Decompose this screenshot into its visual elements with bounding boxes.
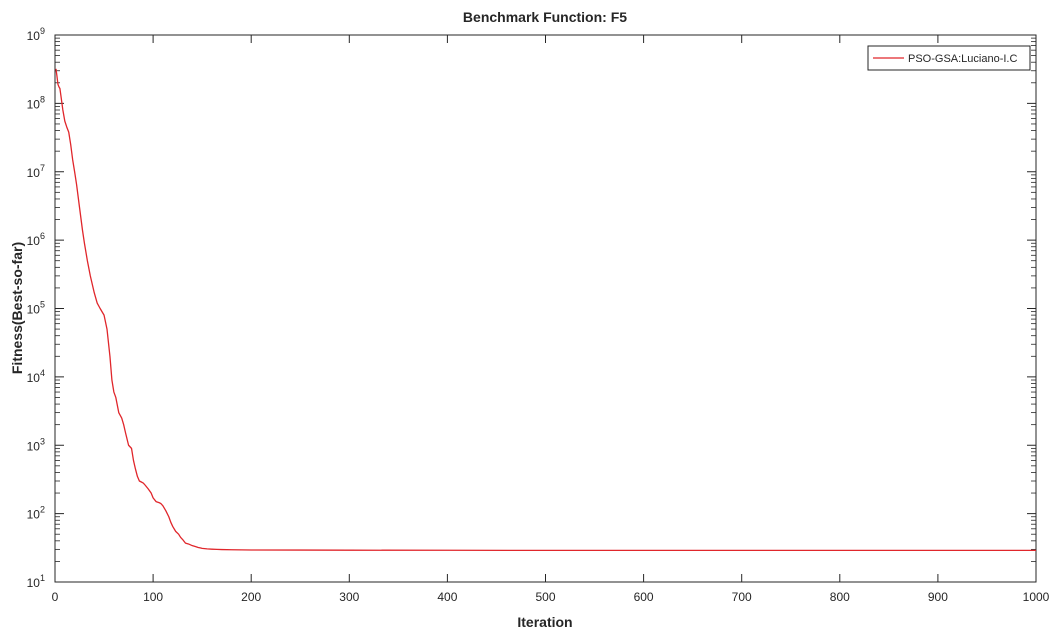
y-axis-label: Fitness(Best-so-far)	[9, 242, 25, 374]
y-tick-exponent: 1	[40, 573, 45, 583]
series-line-0	[55, 68, 1036, 552]
y-tick-label: 103	[27, 436, 45, 453]
x-tick-label: 0	[52, 590, 59, 604]
y-tick-base: 10	[27, 234, 41, 248]
x-tick-label: 600	[634, 590, 654, 604]
y-tick-base: 10	[27, 97, 41, 111]
y-tick-base: 10	[27, 576, 41, 590]
y-tick-base: 10	[27, 303, 41, 317]
chart-title: Benchmark Function: F5	[463, 9, 627, 25]
x-tick-label: 500	[535, 590, 555, 604]
x-axis-label: Iteration	[517, 614, 572, 630]
y-tick-exponent: 7	[40, 163, 45, 173]
y-tick-label: 108	[27, 94, 45, 111]
x-tick-label: 700	[732, 590, 752, 604]
y-tick-label: 109	[27, 26, 45, 43]
y-tick-base: 10	[27, 508, 41, 522]
y-tick-label: 104	[27, 368, 45, 385]
y-tick-exponent: 2	[40, 505, 45, 515]
y-tick-base: 10	[27, 29, 41, 43]
y-tick-exponent: 9	[40, 26, 45, 36]
y-tick-exponent: 4	[40, 368, 45, 378]
x-tick-label: 300	[339, 590, 359, 604]
y-tick-base: 10	[27, 166, 41, 180]
y-tick-exponent: 8	[40, 94, 45, 104]
y-tick-label: 105	[27, 300, 45, 317]
x-tick-label: 200	[241, 590, 261, 604]
series-layer	[55, 68, 1036, 552]
y-tick-base: 10	[27, 439, 41, 453]
legend-label: PSO-GSA:Luciano-I.C	[908, 53, 1017, 65]
x-tick-label: 800	[830, 590, 850, 604]
y-tick-exponent: 6	[40, 231, 45, 241]
x-tick-label: 400	[437, 590, 457, 604]
y-tick-exponent: 5	[40, 300, 45, 310]
x-axis-ticks: 0 100 200 300 400 500 600 700 800 900 1000	[52, 35, 1050, 604]
y-tick-label: 107	[27, 163, 45, 180]
y-tick-base: 10	[27, 371, 41, 385]
plot-area	[54, 34, 1037, 583]
x-tick-label: 900	[928, 590, 948, 604]
x-tick-label: 100	[143, 590, 163, 604]
y-tick-label: 101	[27, 573, 45, 590]
y-tick-label: 106	[27, 231, 45, 248]
x-tick-label: 1000	[1023, 590, 1050, 604]
legend: PSO-GSA:Luciano-I.C	[867, 45, 1031, 71]
y-tick-exponent: 3	[40, 436, 45, 446]
y-tick-label: 102	[27, 505, 45, 522]
